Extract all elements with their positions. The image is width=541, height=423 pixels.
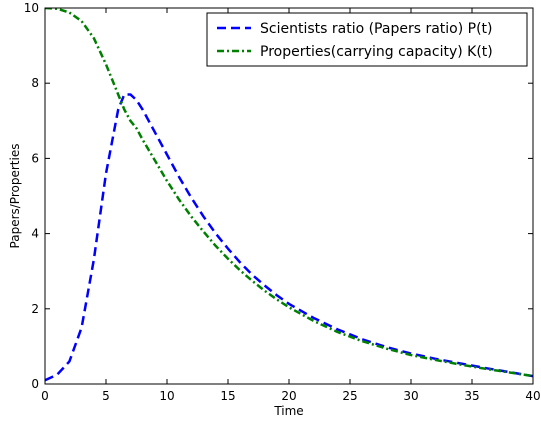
legend: Scientists ratio (Papers ratio) P(t) Prop…: [206, 12, 528, 67]
x-tick-label: 15: [220, 389, 235, 403]
y-tick-label: 8: [31, 76, 39, 90]
y-tick-label: 2: [31, 302, 39, 316]
x-tick-label: 25: [342, 389, 357, 403]
x-tick-label: 35: [464, 389, 479, 403]
legend-box: [206, 12, 528, 67]
x-tick-label: 10: [159, 389, 174, 403]
series-line-1: [45, 93, 533, 382]
y-tick-label: 10: [24, 1, 39, 15]
axis-ticks: [44, 7, 534, 385]
x-tick-label: 5: [102, 389, 110, 403]
y-tick-label: 0: [31, 377, 39, 391]
tick-labels: 0 5 10 15 20 25 30 35 40 0 2 4 6 8 10: [24, 1, 541, 403]
legend-label-1: Scientists ratio (Papers ratio) P(t): [260, 21, 493, 37]
x-tick-label: 30: [403, 389, 418, 403]
series-line-2: [45, 8, 533, 378]
x-axis-title: Time: [273, 404, 303, 418]
y-axis-title: Papers/Properties: [8, 144, 22, 249]
x-tick-label: 40: [525, 389, 540, 403]
y-tick-label: 6: [31, 151, 39, 165]
x-tick-label: 0: [41, 389, 49, 403]
series-group: [45, 8, 533, 382]
legend-label-2: Properties(carrying capacity) K(t): [260, 44, 493, 60]
x-tick-label: 20: [281, 389, 296, 403]
y-tick-label: 4: [31, 227, 39, 241]
